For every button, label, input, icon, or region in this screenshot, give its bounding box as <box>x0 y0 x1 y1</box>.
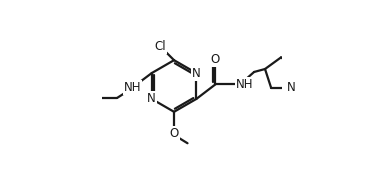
Text: NH: NH <box>237 78 254 91</box>
Text: N: N <box>286 81 295 94</box>
Text: NH: NH <box>124 81 141 94</box>
Text: Cl: Cl <box>154 40 166 53</box>
Text: O: O <box>211 53 220 66</box>
Text: N: N <box>192 67 201 80</box>
Text: O: O <box>169 127 179 140</box>
Text: N: N <box>147 92 156 105</box>
